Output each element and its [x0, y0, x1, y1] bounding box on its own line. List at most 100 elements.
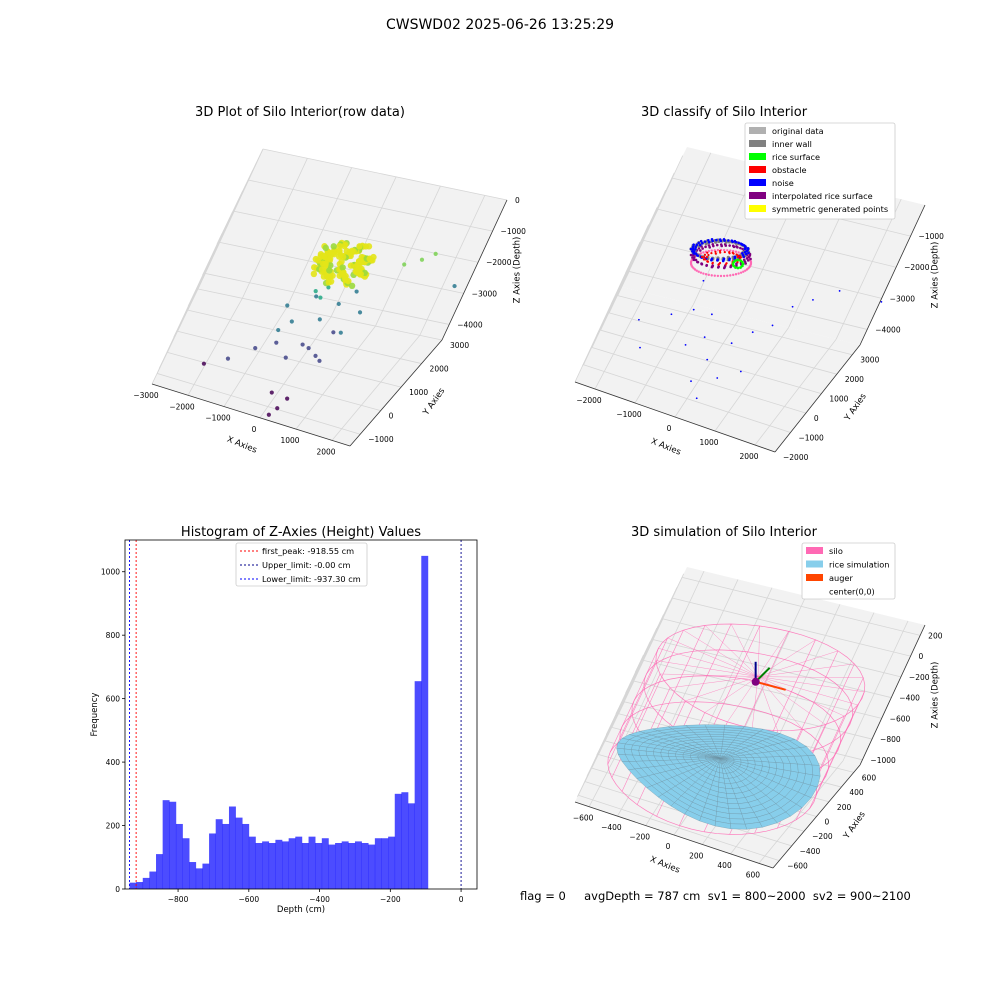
interpolated-ring-point — [710, 274, 713, 277]
interpolated-ring-point — [699, 271, 703, 274]
obstacle-point — [705, 256, 708, 259]
interpolated-rice-point — [692, 256, 696, 259]
raw-dense-point — [330, 243, 337, 250]
x-tick-label: 0 — [459, 895, 464, 904]
x-tick-label: −200 — [380, 895, 401, 904]
panel4-y-axis-label: Y Axies — [841, 809, 868, 841]
histogram-bar — [222, 823, 230, 889]
histogram-bar — [189, 862, 197, 889]
rice-surface-cell — [682, 756, 692, 760]
noise-ring-point — [694, 245, 698, 249]
panel1-x-tick-label: −1000 — [205, 414, 231, 423]
interpolated-ring-point — [737, 272, 740, 275]
panel2-grid-y — [600, 329, 822, 395]
noise-ring-point — [692, 243, 695, 246]
panel4-x-tick-label: 200 — [689, 851, 704, 860]
panel4-z-axis-line — [859, 624, 926, 766]
noise-point — [702, 279, 705, 282]
interpolated-ring-point — [697, 270, 700, 273]
noise-ring-point — [747, 251, 750, 255]
raw-dense-point — [336, 242, 343, 250]
rice-surface-point — [740, 260, 744, 264]
rice-surface-cell — [631, 749, 640, 756]
histogram-legend: first_peak: -918.55 cm Upper_limit: -0.00… — [235, 542, 368, 587]
panel4-y-tick-label: 200 — [837, 803, 852, 812]
panel2-grid-x — [645, 152, 712, 293]
interpolated-ring-point — [739, 271, 743, 274]
interpolated-rice-point — [711, 242, 715, 246]
interpolated-ring-point — [742, 270, 745, 273]
rice-surface-cell — [645, 750, 655, 757]
histogram-bar — [228, 806, 236, 889]
y-axis-label: Frequency — [90, 693, 100, 737]
histogram-bar — [408, 803, 415, 889]
histogram-frame — [124, 539, 478, 890]
interpolated-rice-point — [719, 243, 723, 246]
raw-data-point — [336, 301, 341, 307]
interpolated-rice-point — [716, 266, 720, 269]
panel2-grid-x — [714, 327, 789, 432]
obstacle-point — [704, 258, 707, 261]
legend-swatch — [749, 179, 766, 186]
x-tick-label: −600 — [239, 895, 260, 904]
noise-point — [880, 300, 883, 303]
noise-ring-point — [728, 258, 731, 262]
panel2-grid-y — [591, 347, 807, 414]
legend-label: silo — [829, 546, 843, 556]
raw-dense-point — [335, 253, 343, 260]
raw-data-point — [338, 330, 343, 335]
legend-label: obstacle — [772, 165, 807, 175]
panel3-title: Histogram of Z-Axies (Height) Values — [181, 525, 421, 540]
raw-data-point — [269, 390, 274, 395]
interpolated-rice-point — [746, 259, 750, 262]
raw-dense-point — [326, 267, 333, 274]
obstacle-point — [707, 253, 710, 257]
panel4-x-tick-label: −600 — [573, 814, 594, 823]
raw-data-point — [275, 406, 280, 411]
obstacle-point — [706, 251, 709, 254]
raw-data-point — [326, 285, 331, 290]
raw-data-point — [318, 295, 323, 300]
raw-dense-point — [345, 277, 352, 285]
panel1-grid-z — [173, 242, 221, 338]
noise-ring-point — [692, 250, 696, 253]
rice-surface-cell — [623, 743, 633, 750]
panel2-grid-y — [617, 295, 853, 356]
silo-wire-spoke — [757, 676, 858, 706]
noise-ring-point — [727, 239, 730, 242]
rice-surface-cell — [616, 742, 626, 750]
panel2-grid-z — [658, 208, 897, 268]
panel-raw-3d-plot: 3D Plot of Silo Interior(row data) −3000 −… — [133, 105, 526, 456]
interpolated-ring-point — [722, 274, 726, 278]
interpolated-rice-point — [707, 244, 711, 247]
legend-label: symmetric generated points — [772, 204, 888, 214]
raw-data-point — [354, 289, 359, 294]
legend-swatch — [749, 140, 766, 147]
panel4-y-tick-label: 400 — [849, 788, 864, 797]
noise-ring-point — [715, 238, 718, 242]
panel4-grid-x — [774, 604, 841, 745]
obstacle-point — [710, 252, 713, 255]
noise-point — [739, 370, 742, 373]
silo-wire-spoke — [757, 676, 778, 731]
histogram-bar — [354, 841, 362, 889]
panel2-y-tick-label: 0 — [814, 414, 819, 423]
interpolated-ring-point — [699, 252, 703, 255]
interpolated-rice-point — [744, 262, 747, 265]
histogram-bar — [242, 823, 250, 889]
raw-dense-point — [357, 258, 364, 265]
panel2-grid-x — [594, 292, 647, 390]
panel2-grid-z — [596, 240, 645, 336]
noise-point — [730, 342, 733, 345]
panel2-x-tick-label: −2000 — [576, 396, 602, 405]
panel1-grid-z — [158, 273, 206, 369]
rice-surface-cell — [707, 729, 725, 733]
raw-data-point — [283, 355, 288, 360]
interpolated-rice-point — [745, 257, 749, 260]
obstacle-point — [703, 253, 707, 256]
noise-ring-point — [737, 241, 740, 245]
rice-surface-cell — [728, 808, 742, 815]
interpolated-ring-point — [707, 273, 710, 277]
panel4-y-tick-label: −200 — [812, 832, 833, 841]
raw-data-point — [276, 327, 281, 333]
